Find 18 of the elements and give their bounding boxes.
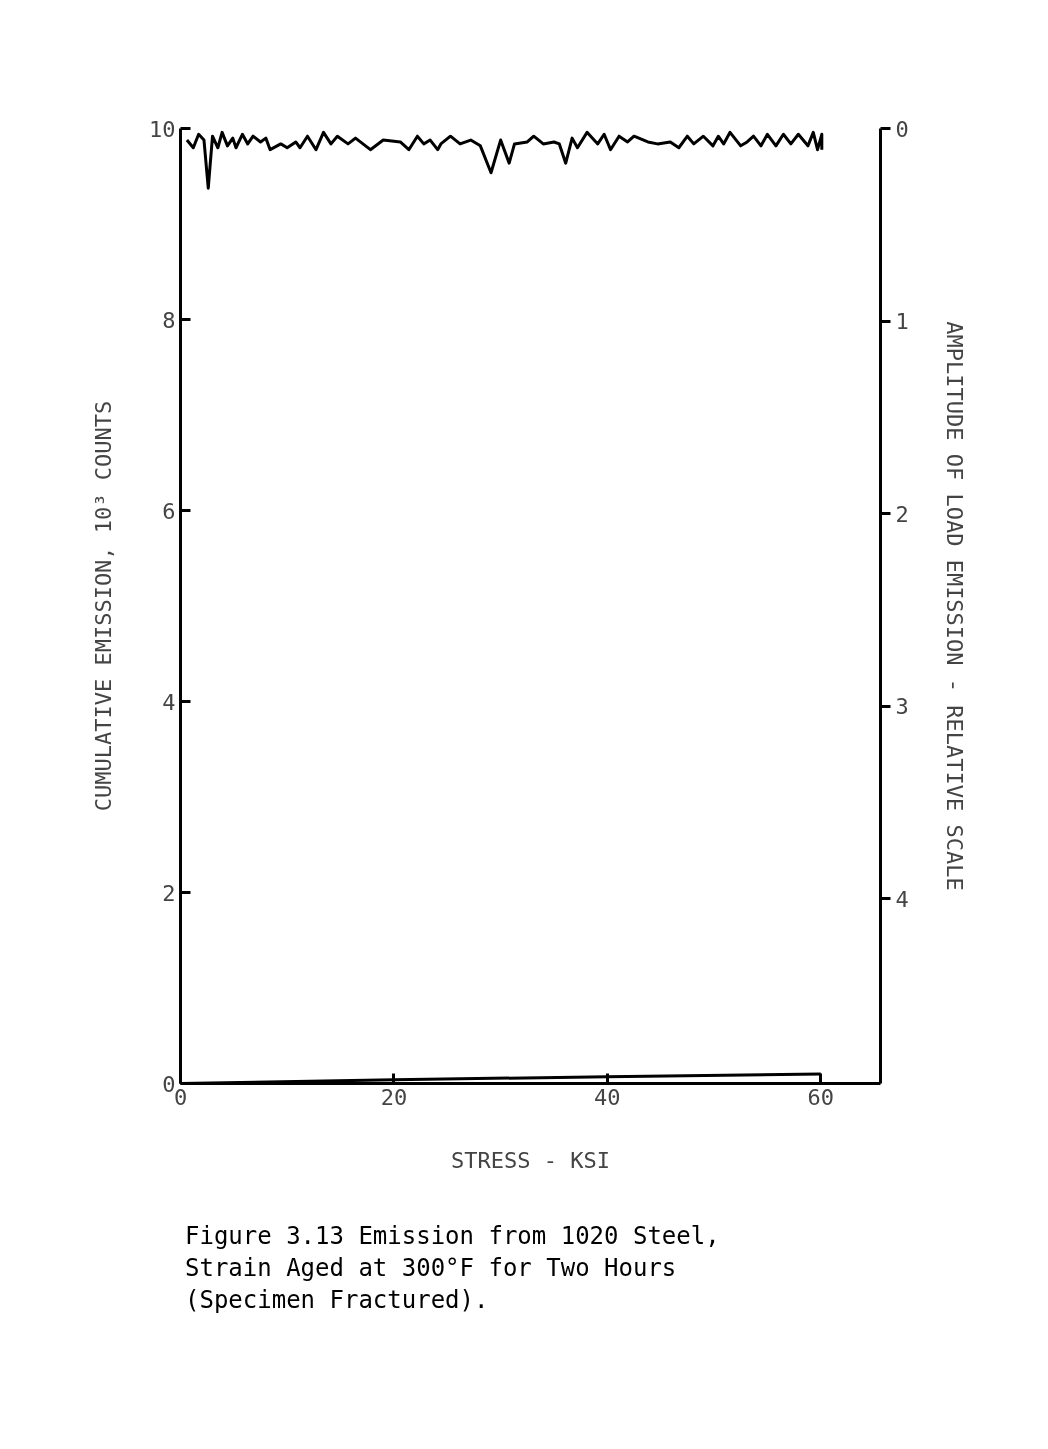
x-tick-label: 20 <box>380 1084 408 1110</box>
y-tick-label: 6 <box>162 498 176 524</box>
x-axis-title: STRESS - KSI <box>451 1147 610 1173</box>
y2-tick-label: 4 <box>895 886 909 912</box>
line-series <box>185 130 824 190</box>
x-tick-label: 60 <box>807 1084 834 1110</box>
y2-tick-label: 2 <box>895 501 909 527</box>
y2-axis-title: AMPLITUDE OF LOAD EMISSION - RELATIVE SCALE <box>941 321 967 891</box>
y2-tick-label: 1 <box>895 309 909 335</box>
y-tick-label: 10 <box>149 116 176 142</box>
y-tick-label: 2 <box>162 880 176 906</box>
x-tick-label: 40 <box>594 1084 621 1110</box>
y-tick-label: 8 <box>162 307 176 333</box>
y-axis-title: CUMULATIVE EMISSION, 10³ COUNTS <box>91 400 117 812</box>
y2-tick-label: 3 <box>895 694 909 720</box>
y2-tick-label: 0 <box>895 116 909 142</box>
y-tick-label: 4 <box>162 689 176 715</box>
caption: Figure 3.13 Emission from 1020 Steel, Strain Aged at 300°F for Two Hours (Specimen Fractured). <box>185 1221 721 1316</box>
